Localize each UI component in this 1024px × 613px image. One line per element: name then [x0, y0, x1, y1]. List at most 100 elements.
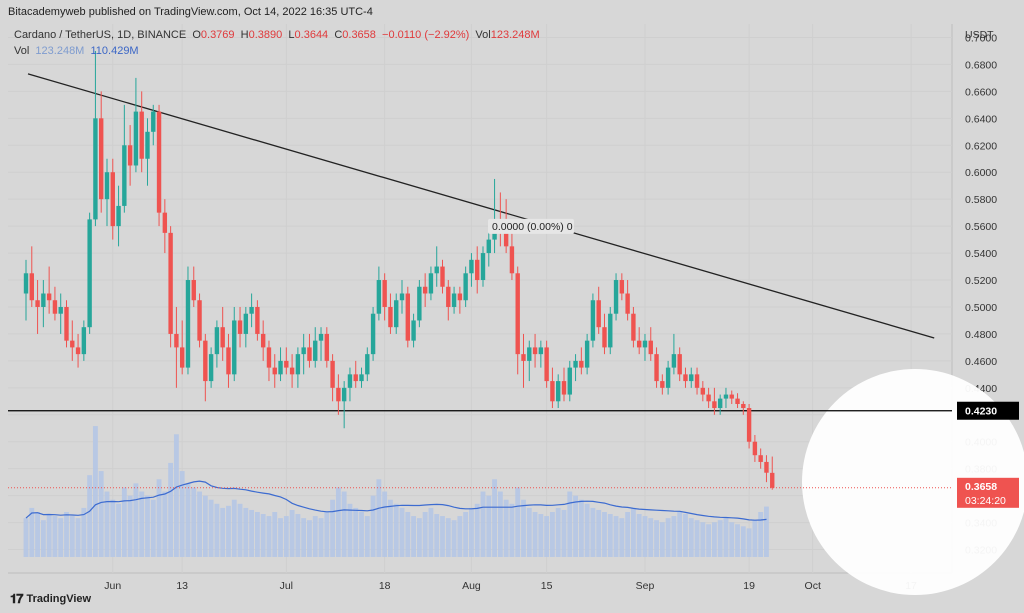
candle-body[interactable] [278, 360, 283, 375]
candle-body[interactable] [29, 273, 34, 301]
candle-body[interactable] [694, 374, 700, 388]
candle-body[interactable] [266, 347, 272, 368]
candle-body[interactable] [249, 306, 254, 314]
candle-body[interactable] [752, 441, 758, 456]
candle-body[interactable] [174, 333, 179, 348]
candle-body[interactable] [434, 266, 439, 274]
candle-body[interactable] [573, 360, 578, 368]
candle-body[interactable] [521, 354, 526, 361]
candle-body[interactable] [417, 286, 422, 321]
candle-body[interactable] [683, 374, 688, 382]
candle-body[interactable] [642, 340, 648, 348]
candle-body[interactable] [475, 259, 480, 281]
candle-body[interactable] [613, 280, 619, 314]
candle-body[interactable] [723, 394, 729, 399]
candle-body[interactable] [197, 300, 202, 341]
candle-body[interactable] [631, 313, 636, 341]
candle-body[interactable] [636, 340, 642, 348]
candle-body[interactable] [648, 340, 653, 355]
candle-body[interactable] [162, 212, 168, 233]
candle-body[interactable] [341, 387, 347, 402]
candle-body[interactable] [770, 472, 775, 488]
candle-body[interactable] [503, 232, 509, 247]
candle-body[interactable] [289, 367, 295, 375]
candle-body[interactable] [116, 205, 121, 227]
candle-body[interactable] [99, 118, 104, 200]
candle-body[interactable] [677, 354, 682, 375]
candle-body[interactable] [440, 266, 445, 287]
candle-body[interactable] [35, 300, 40, 307]
candle-body[interactable] [64, 306, 69, 341]
candle-body[interactable] [151, 111, 156, 132]
candle-body[interactable] [451, 293, 457, 307]
candle-body[interactable] [706, 394, 711, 402]
candle-body[interactable] [139, 111, 144, 159]
candle-body[interactable] [584, 340, 590, 368]
candle-body[interactable] [46, 293, 52, 301]
candle-body[interactable] [741, 403, 746, 409]
candle-body[interactable] [243, 313, 249, 334]
candle-body[interactable] [260, 333, 266, 348]
candle-body[interactable] [422, 286, 428, 294]
candle-body[interactable] [671, 354, 677, 368]
candle-body[interactable] [717, 398, 723, 409]
candle-body[interactable] [185, 280, 191, 368]
candle-body[interactable] [232, 320, 237, 375]
candle-body[interactable] [457, 293, 463, 301]
candle-body[interactable] [665, 367, 671, 388]
candle-body[interactable] [70, 340, 75, 348]
candle-body[interactable] [556, 381, 561, 402]
candle-body[interactable] [220, 327, 225, 348]
candle-body[interactable] [428, 273, 434, 294]
candle-body[interactable] [93, 118, 98, 220]
candle-body[interactable] [41, 293, 46, 307]
candle-body[interactable] [550, 381, 555, 402]
candle-body[interactable] [272, 367, 277, 375]
candle-body[interactable] [509, 246, 515, 274]
candle-body[interactable] [133, 111, 139, 166]
candle-body[interactable] [359, 374, 364, 382]
candle-body[interactable] [382, 280, 387, 307]
candle-body[interactable] [376, 280, 382, 314]
symbol-name[interactable]: Cardano / TetherUS, 1D, BINANCE [14, 29, 187, 41]
candle-body[interactable] [689, 374, 694, 382]
candle-body[interactable] [567, 367, 572, 395]
candle-body[interactable] [295, 354, 301, 375]
candle-body[interactable] [226, 347, 231, 375]
candle-body[interactable] [301, 347, 306, 355]
candle-body[interactable] [110, 172, 115, 227]
candle-body[interactable] [625, 293, 630, 314]
candle-body[interactable] [168, 232, 173, 334]
candle-body[interactable] [203, 340, 208, 382]
candle-body[interactable] [394, 300, 399, 328]
candle-body[interactable] [446, 286, 451, 307]
candle-body[interactable] [52, 300, 58, 314]
candle-body[interactable] [729, 394, 734, 399]
candle-body[interactable] [532, 347, 538, 355]
candle-body[interactable] [365, 354, 370, 375]
candle-body[interactable] [700, 387, 706, 395]
candle-body[interactable] [544, 347, 549, 382]
tradingview-logo[interactable]: 𝟏𝟕 TradingView [10, 591, 92, 606]
candle-body[interactable] [145, 131, 150, 159]
candle-body[interactable] [608, 313, 613, 348]
candle-body[interactable] [318, 333, 324, 341]
candle-body[interactable] [255, 306, 260, 334]
candle-body[interactable] [214, 327, 220, 355]
candle-body[interactable] [75, 347, 81, 355]
candle-body[interactable] [735, 398, 740, 404]
candle-body[interactable] [590, 300, 596, 341]
candle-body[interactable] [764, 461, 769, 473]
candle-body[interactable] [619, 280, 625, 294]
candle-body[interactable] [313, 340, 318, 361]
candle-body[interactable] [370, 313, 376, 355]
candle-body[interactable] [486, 239, 491, 254]
candle-body[interactable] [746, 408, 752, 442]
candle-body[interactable] [469, 259, 474, 274]
candle-body[interactable] [515, 273, 520, 355]
candle-body[interactable] [336, 387, 341, 402]
candle-body[interactable] [654, 354, 659, 382]
candle-body[interactable] [353, 374, 358, 382]
trend-line[interactable] [27, 73, 935, 339]
